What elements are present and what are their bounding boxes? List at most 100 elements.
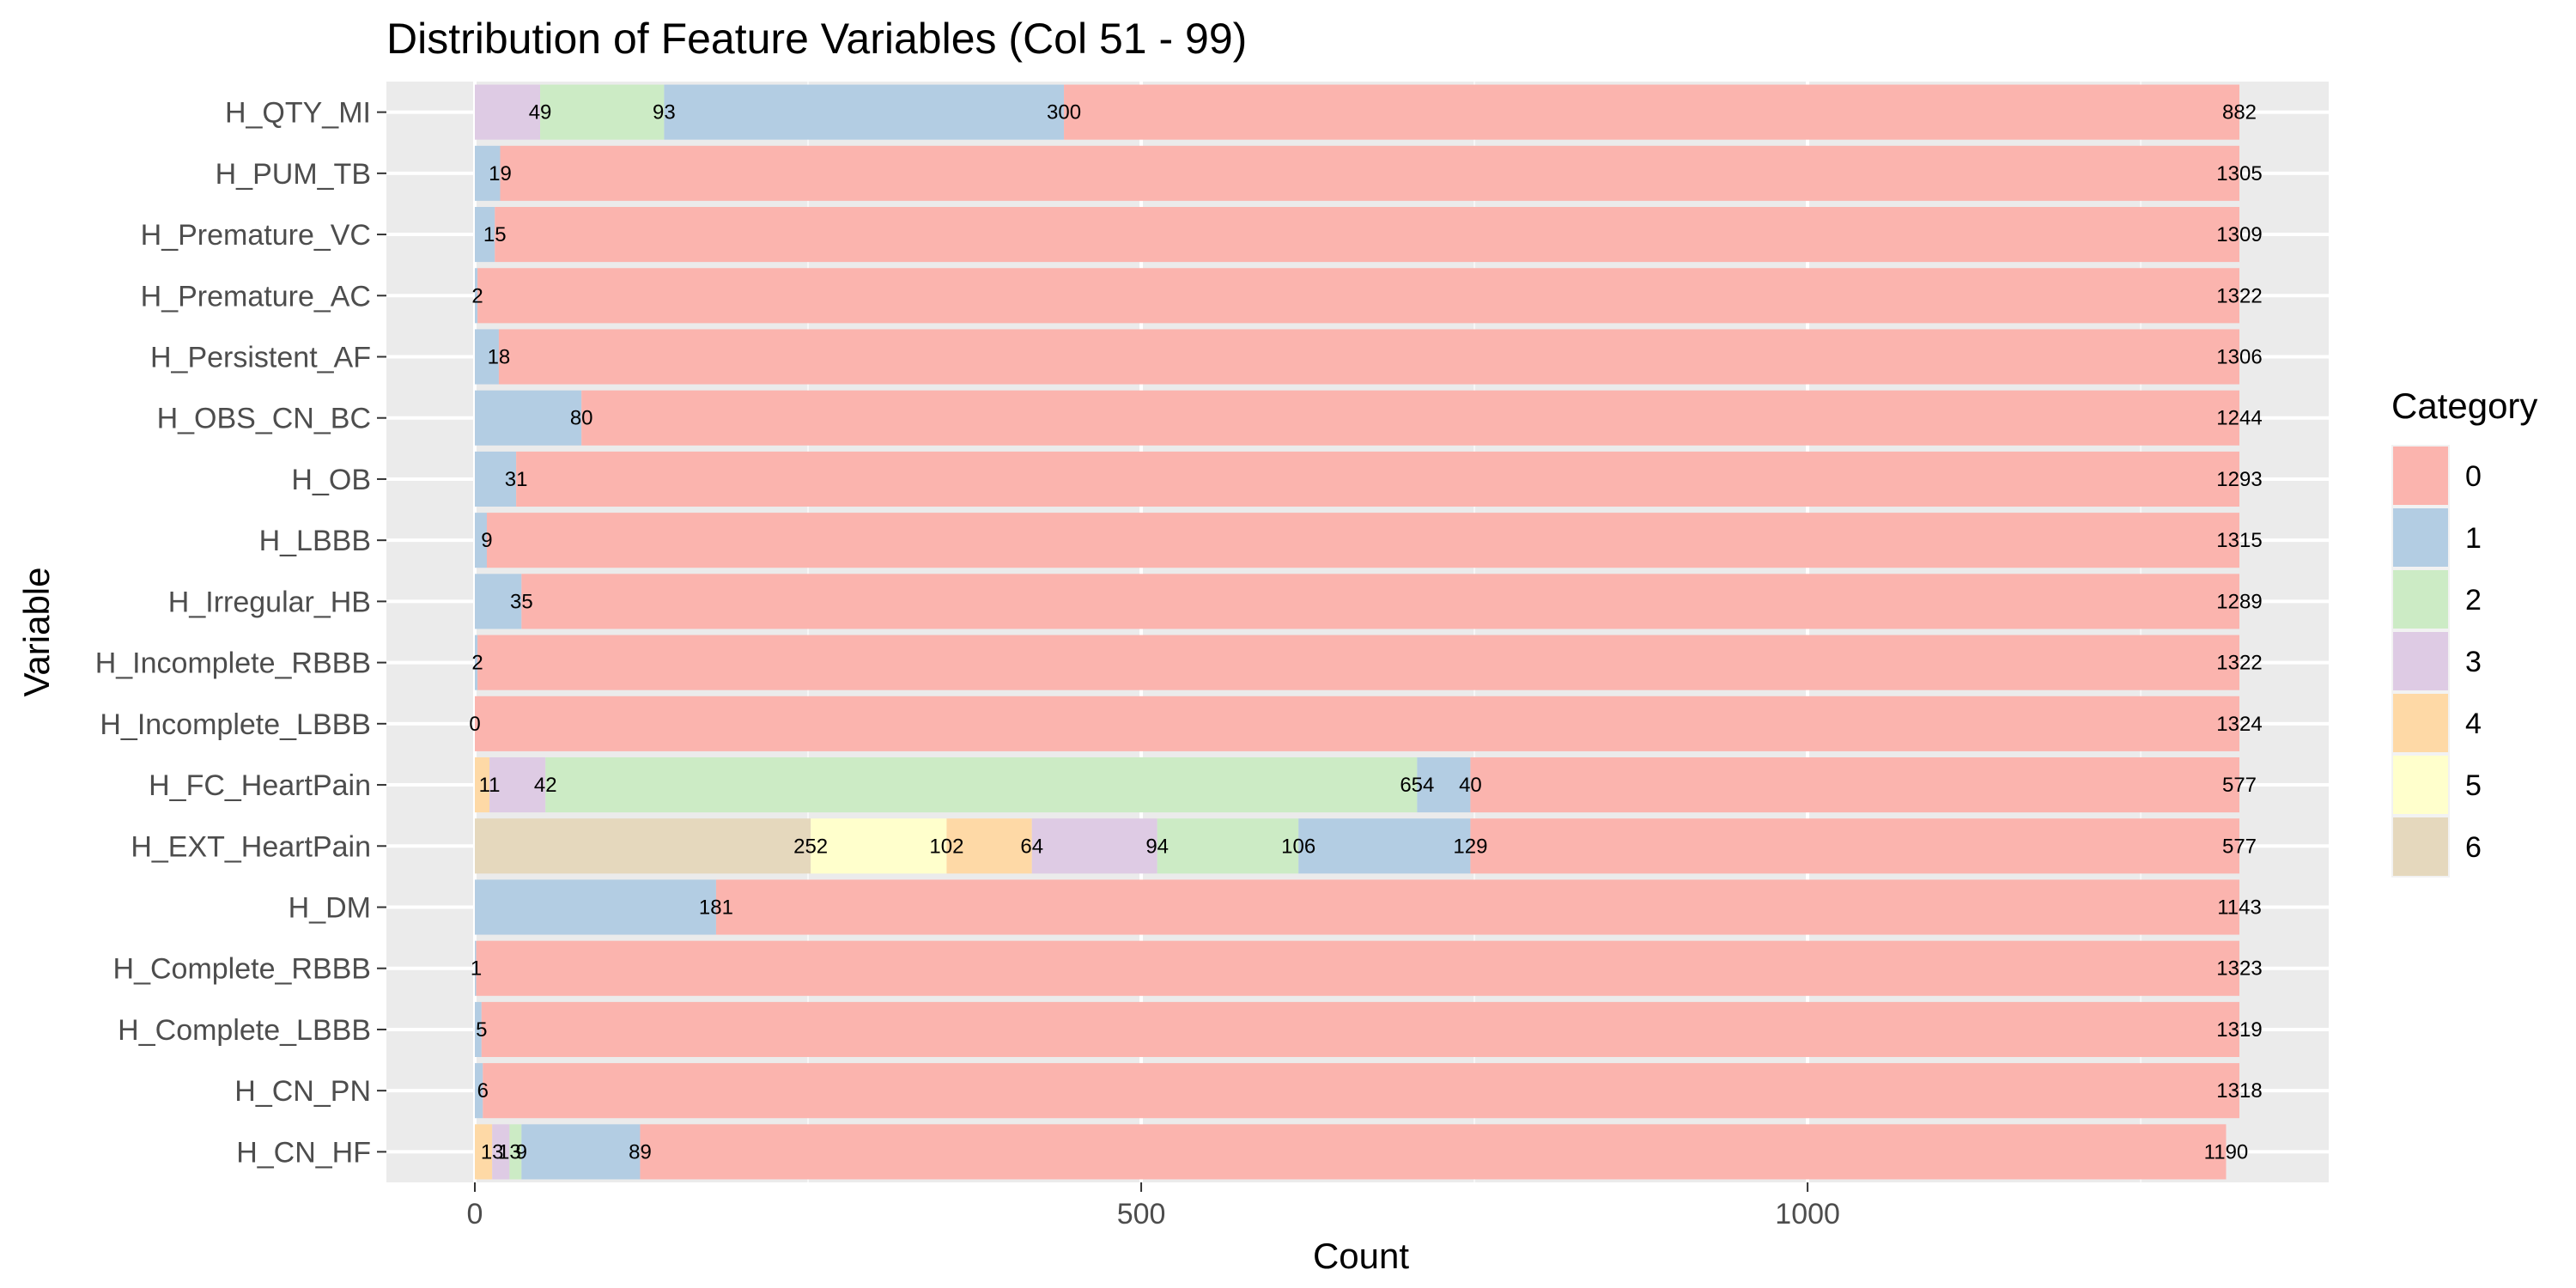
data-label-H_EXT_HeartPain-cat4: 64 xyxy=(1020,835,1043,858)
bar-segment-H_QTY_MI-cat1 xyxy=(664,84,1065,140)
bar-segment-H_Irregular_HB-cat0 xyxy=(521,574,2240,629)
data-label-H_CN_HF-cat1: 89 xyxy=(629,1140,652,1163)
y-tick-label: H_Persistent_AF xyxy=(150,342,371,374)
legend-swatch-6 xyxy=(2393,817,2448,876)
data-label-H_Premature_VC-cat0: 1309 xyxy=(2216,223,2262,246)
y-tick-label: H_Complete_RBBB xyxy=(113,953,371,986)
data-label-H_Incomplete_RBBB-cat1: 2 xyxy=(471,652,483,675)
y-tick-label: H_PUM_TB xyxy=(216,158,371,191)
data-label-H_Complete_LBBB-cat0: 1319 xyxy=(2216,1018,2262,1042)
data-label-H_QTY_MI-cat3: 49 xyxy=(529,101,552,125)
bar-segment-H_Incomplete_RBBB-cat0 xyxy=(477,635,2239,690)
bar-segment-H_EXT_HeartPain-cat6 xyxy=(475,818,811,874)
data-label-H_EXT_HeartPain-cat0: 577 xyxy=(2222,835,2257,858)
data-label-H_DM-cat0: 1143 xyxy=(2217,896,2262,920)
bar-segment-H_PUM_TB-cat1 xyxy=(475,145,501,201)
legend-label-6: 6 xyxy=(2465,831,2482,864)
bar-segment-H_CN_HF-cat4 xyxy=(475,1124,493,1180)
data-label-H_Premature_AC-cat0: 1322 xyxy=(2216,284,2262,307)
bar-segment-H_FC_HeartPain-cat4 xyxy=(475,757,490,813)
data-label-H_EXT_HeartPain-cat1: 129 xyxy=(1453,835,1487,858)
bar-segment-H_Complete_RBBB-cat0 xyxy=(476,940,2239,996)
data-label-H_Premature_VC-cat1: 15 xyxy=(483,223,507,246)
y-tick-label: H_Complete_LBBB xyxy=(118,1014,371,1047)
bar-segment-H_OB-cat1 xyxy=(475,451,517,507)
bar-segment-H_CN_HF-cat3 xyxy=(492,1124,510,1180)
legend-label-0: 0 xyxy=(2465,460,2482,493)
x-tick-label: 0 xyxy=(467,1198,483,1230)
y-tick-label: H_LBBB xyxy=(259,525,371,557)
bar-segment-H_LBBB-cat0 xyxy=(486,513,2240,568)
data-label-H_FC_HeartPain-cat1: 40 xyxy=(1459,774,1482,797)
legend-label-5: 5 xyxy=(2465,769,2482,802)
legend-swatch-5 xyxy=(2393,756,2448,814)
data-label-H_PUM_TB-cat1: 19 xyxy=(489,162,512,185)
data-label-H_FC_HeartPain-cat2: 654 xyxy=(1400,774,1434,797)
bar-segment-H_CN_HF-cat0 xyxy=(640,1124,2227,1180)
bar-segment-H_Irregular_HB-cat1 xyxy=(475,574,522,629)
plot-panel xyxy=(386,82,2329,1182)
data-label-H_Irregular_HB-cat1: 35 xyxy=(510,590,533,613)
bar-segment-H_EXT_HeartPain-cat2 xyxy=(1157,818,1299,874)
legend-swatch-4 xyxy=(2393,694,2448,752)
y-tick-label: H_OB xyxy=(291,464,371,496)
y-tick-label: H_Irregular_HB xyxy=(168,586,371,618)
y-tick-label: H_Premature_AC xyxy=(141,280,371,313)
y-axis: H_QTY_MI H_PUM_TB H_Premature_VC H_Prematur… xyxy=(95,97,386,1169)
x-axis: 0 500 1000 xyxy=(467,1182,1840,1230)
y-tick-label: H_CN_PN xyxy=(234,1075,371,1108)
data-label-H_Complete_RBBB-cat0: 1323 xyxy=(2216,957,2262,981)
legend-label-3: 3 xyxy=(2465,646,2482,678)
y-tick-label: H_Incomplete_LBBB xyxy=(100,708,371,741)
bar-segment-H_CN_PN-cat0 xyxy=(483,1063,2239,1119)
legend-swatch-1 xyxy=(2393,508,2448,567)
data-label-H_CN_HF-cat2: 9 xyxy=(516,1140,527,1163)
bar-segment-H_CN_HF-cat2 xyxy=(509,1124,522,1180)
bar-segment-H_Persistent_AF-cat0 xyxy=(498,329,2240,385)
data-label-H_OB-cat1: 31 xyxy=(505,468,528,491)
bar-segment-H_OBS_CN_BC-cat0 xyxy=(581,390,2239,446)
legend: Category 0 1 2 3 4 5 6 xyxy=(2391,386,2537,878)
data-label-H_CN_PN-cat0: 1318 xyxy=(2216,1079,2262,1103)
x-tick-label: 1000 xyxy=(1775,1198,1840,1230)
data-label-H_PUM_TB-cat0: 1305 xyxy=(2216,162,2262,185)
y-tick-label: H_Incomplete_RBBB xyxy=(95,647,371,680)
y-tick-label: H_QTY_MI xyxy=(225,97,371,130)
legend-label-1: 1 xyxy=(2465,522,2482,555)
bar-segment-H_Complete_LBBB-cat1 xyxy=(475,1001,482,1057)
bar-segment-H_Complete_LBBB-cat0 xyxy=(481,1001,2240,1057)
bar-segment-H_EXT_HeartPain-cat3 xyxy=(1031,818,1157,874)
bar-segment-H_FC_HeartPain-cat3 xyxy=(489,757,546,813)
bar-segment-H_FC_HeartPain-cat1 xyxy=(1417,757,1471,813)
y-tick-label: H_EXT_HeartPain xyxy=(131,830,371,863)
bar-segment-H_DM-cat0 xyxy=(715,879,2239,935)
data-label-H_Irregular_HB-cat0: 1289 xyxy=(2216,590,2262,613)
data-label-H_Incomplete_LBBB-cat0: 1324 xyxy=(2216,713,2262,736)
data-label-H_CN_HF-cat3: 13 xyxy=(498,1140,521,1163)
data-label-H_Premature_AC-cat1: 2 xyxy=(471,284,483,307)
legend-title: Category xyxy=(2391,386,2537,426)
bar-segment-H_Premature_AC-cat0 xyxy=(477,268,2239,324)
bars xyxy=(475,84,2240,1180)
bar-segment-H_Premature_VC-cat0 xyxy=(495,207,2239,263)
data-label-H_QTY_MI-cat1: 300 xyxy=(1047,101,1081,125)
data-label-H_Persistent_AF-cat0: 1306 xyxy=(2216,346,2262,369)
data-label-H_Complete_LBBB-cat1: 5 xyxy=(476,1018,487,1042)
data-label-H_LBBB-cat0: 1315 xyxy=(2216,529,2262,552)
data-label-H_OB-cat0: 1293 xyxy=(2216,468,2262,491)
bar-segment-H_OB-cat0 xyxy=(516,451,2240,507)
bar-segment-H_PUM_TB-cat0 xyxy=(500,145,2239,201)
data-label-H_EXT_HeartPain-cat2: 106 xyxy=(1281,835,1315,858)
data-label-H_Persistent_AF-cat1: 18 xyxy=(488,346,511,369)
data-label-H_QTY_MI-cat0: 882 xyxy=(2222,101,2257,125)
data-label-H_FC_HeartPain-cat3: 42 xyxy=(534,774,557,797)
legend-label-2: 2 xyxy=(2465,584,2482,617)
bar-segment-H_CN_HF-cat1 xyxy=(521,1124,641,1180)
data-label-H_CN_PN-cat1: 6 xyxy=(477,1079,489,1103)
data-label-H_FC_HeartPain-cat0: 577 xyxy=(2222,774,2257,797)
data-label-H_CN_HF-cat4: 13 xyxy=(481,1140,504,1163)
data-label-H_Incomplete_RBBB-cat0: 1322 xyxy=(2216,652,2262,675)
legend-swatch-3 xyxy=(2393,632,2448,690)
bar-segment-H_Incomplete_RBBB-cat1 xyxy=(475,635,478,690)
y-tick-label: H_Premature_VC xyxy=(141,219,371,252)
